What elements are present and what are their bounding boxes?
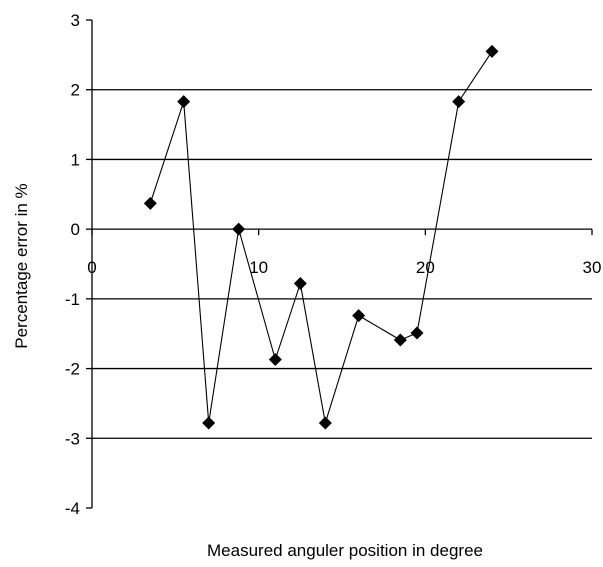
x-tick-label: 30 (583, 258, 602, 277)
y-tick-label: 2 (71, 81, 80, 100)
y-tick-label: 3 (71, 11, 80, 30)
y-tick-label: -4 (65, 499, 80, 518)
series-line (149, 51, 493, 424)
data-point (318, 416, 332, 430)
y-tick-label: -1 (65, 290, 80, 309)
y-tick-label: 0 (71, 220, 80, 239)
y-tick-label: -2 (65, 360, 80, 379)
y-axis-label: Percentage error in % (12, 183, 31, 348)
y-tick-label: 1 (71, 150, 80, 169)
data-point (177, 95, 191, 109)
x-tick-label: 0 (87, 258, 96, 277)
x-axis-label: Measured anguler position in degree (207, 541, 483, 560)
x-tick-label: 10 (249, 258, 268, 277)
data-point (143, 196, 157, 210)
x-tick-label: 20 (416, 258, 435, 277)
y-tick-label: -3 (65, 429, 80, 448)
data-point (393, 333, 407, 347)
data-point (485, 44, 499, 58)
data-point (202, 416, 216, 430)
data-point (410, 326, 424, 340)
data-point (452, 95, 466, 109)
data-series (143, 44, 499, 430)
data-point (293, 277, 307, 291)
data-point (232, 222, 246, 236)
gridlines (92, 89, 592, 439)
axes (86, 19, 593, 509)
data-point (268, 353, 282, 367)
data-point (352, 309, 366, 323)
